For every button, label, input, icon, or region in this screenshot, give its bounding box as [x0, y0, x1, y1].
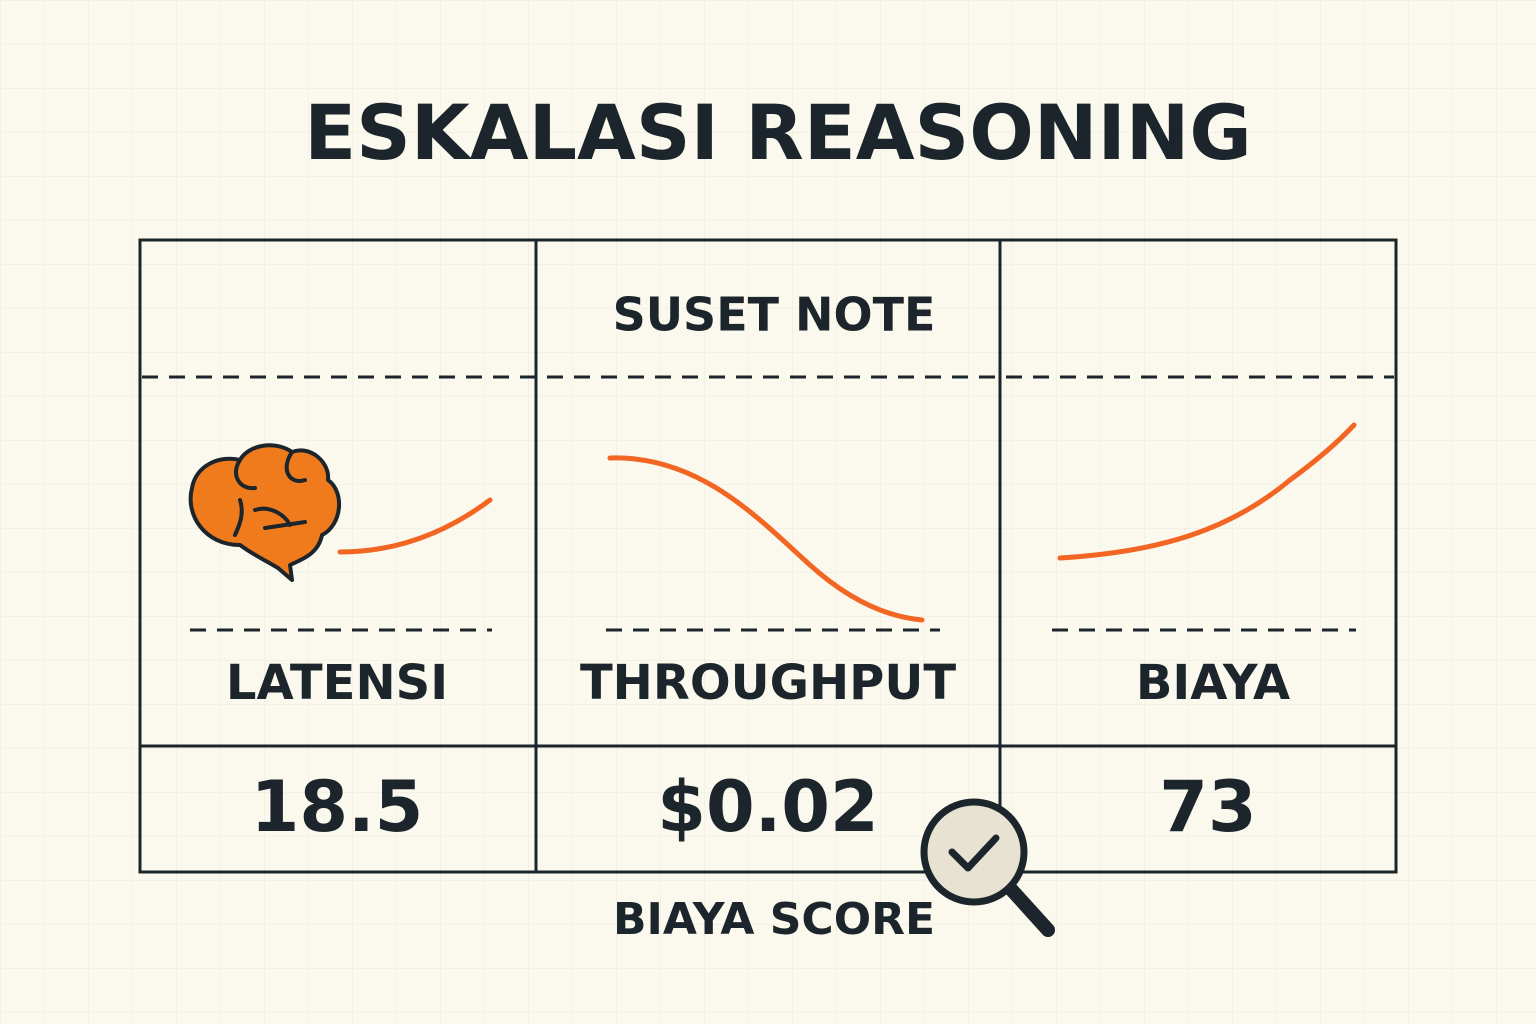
column-label: LATENSI [226, 655, 448, 711]
table-frame [138, 238, 1398, 874]
trend-line [607, 455, 925, 623]
footer-label: BIAYA SCORE [613, 894, 935, 945]
column-value: 73 [1159, 766, 1256, 848]
column-value: $0.02 [657, 766, 878, 848]
header-note: SUSET NOTE [613, 288, 936, 342]
magnifier-check-icon [920, 798, 1055, 937]
brain-icon [188, 443, 342, 582]
column-label: BIAYA [1136, 655, 1290, 711]
trend-line [1057, 422, 1357, 561]
column-label: THROUGHPUT [580, 655, 956, 711]
trend-line [337, 497, 493, 555]
title: ESKALASI REASONING [304, 88, 1252, 177]
column-value: 18.5 [251, 766, 424, 848]
